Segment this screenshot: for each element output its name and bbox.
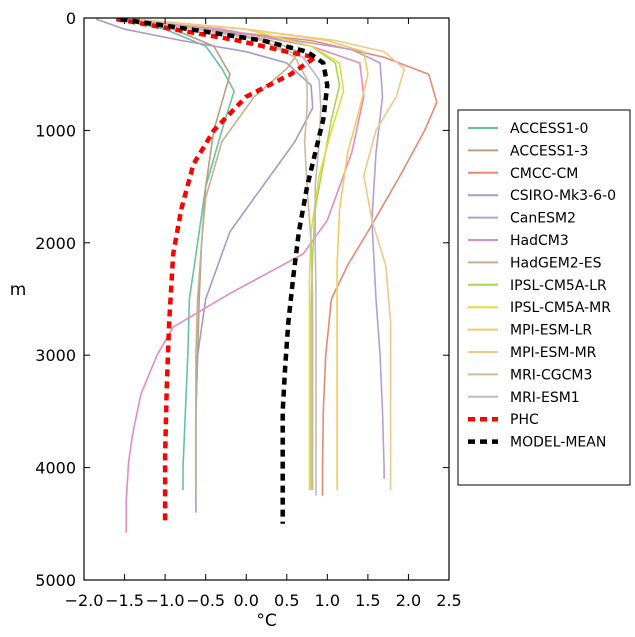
plot-frame (83, 17, 450, 581)
series-line-ipsl-cm5a-mr (132, 18, 345, 491)
legend-label: IPSL-CM5A-LR (510, 278, 607, 294)
x-tick-label: 1.0 (315, 591, 340, 610)
series-line-mri-esm1 (116, 18, 322, 496)
series-line-hadcm3 (116, 18, 365, 533)
legend-label: CMCC-CM (510, 166, 578, 182)
x-tick-label: −0.5 (186, 591, 225, 610)
legend-label: CSIRO-Mk3-6-0 (510, 188, 616, 204)
series-line-model-mean (120, 18, 330, 524)
series-line-mpi-esm-lr (132, 18, 369, 491)
series-line-access1-3 (124, 18, 231, 491)
legend-label: PHC (510, 412, 539, 428)
legend-label: MPI-ESM-LR (510, 323, 592, 339)
legend-label: CanESM2 (510, 211, 576, 227)
legend-label: MRI-ESM1 (510, 390, 580, 406)
legend-label: ACCESS1-0 (510, 121, 588, 137)
x-tick-label: 2.0 (396, 591, 421, 610)
series-line-phc (116, 18, 318, 524)
x-axis-label: °C (256, 611, 276, 631)
legend-label: IPSL-CM5A-MR (510, 300, 611, 316)
y-tick-label: 5000 (35, 571, 76, 590)
series-line-hadgem2-es (124, 18, 300, 491)
y-tick-label: 2000 (35, 234, 76, 253)
legend-label: ACCESS1-3 (510, 143, 588, 159)
series-line-cmcc-cm (116, 18, 438, 496)
axis-ticks: −2.0 −1.5 −1.0 −0.5 0.0 0.5 1.0 1.5 2.0 2.5 0 1000 2… (35, 9, 461, 610)
x-tick-label: 2.5 (436, 591, 461, 610)
x-tick-label: −1.0 (146, 591, 185, 610)
legend-label: MRI-CGCM3 (510, 367, 592, 383)
legend-label: MPI-ESM-MR (510, 345, 597, 361)
y-tick-label: 3000 (35, 346, 76, 365)
series-line-ipsl-cm5a-lr (132, 18, 341, 491)
y-tick-label: 4000 (35, 459, 76, 478)
series-line-canesm2 (124, 18, 385, 479)
series-line-mpi-esm-mr (132, 18, 406, 491)
x-tick-label: 0.0 (233, 591, 258, 610)
x-tick-label: 1.5 (355, 591, 380, 610)
series-lines (95, 18, 438, 533)
y-tick-label: 1000 (35, 121, 76, 140)
x-tick-label: 0.5 (274, 591, 299, 610)
legend: ACCESS1-0 ACCESS1-3 CMCC-CM CSIRO-Mk3-6-0 Ca… (457, 109, 631, 486)
legend-label: MODEL-MEAN (510, 435, 606, 451)
x-tick-label: −1.5 (105, 591, 144, 610)
y-tick-label: 0 (66, 9, 76, 28)
legend-label: HadCM3 (510, 233, 569, 249)
x-tick-label: −2.0 (65, 591, 104, 610)
legend-label: HadGEM2-ES (510, 255, 602, 271)
y-axis-label: m (10, 280, 27, 300)
